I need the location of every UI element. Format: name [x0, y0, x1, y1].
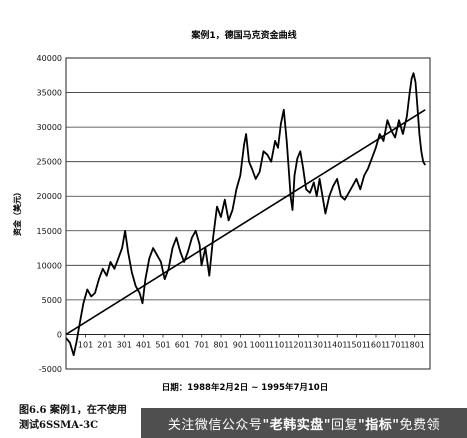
x-tick-label: 901 — [233, 340, 248, 349]
x-axis-label: 日期：1988年2月2日 ~ 1995年7月10日 — [162, 382, 328, 393]
x-tick-label: 1501 — [346, 340, 366, 349]
x-tick-label: 201 — [97, 340, 112, 349]
x-tick-label: 701 — [194, 340, 209, 349]
x-tick-label: 1301 — [308, 340, 328, 349]
y-axis-label: 资金（美元） — [12, 188, 22, 236]
equity-curve-line — [65, 72, 426, 357]
y-tick-label: 25000 — [37, 158, 62, 167]
x-tick-labels: 101 201 301 401 501 601 701 801 901 1001 1101 1201 1… — [78, 334, 425, 349]
y-tick-label: 5000 — [42, 296, 62, 305]
trend-line — [65, 109, 426, 336]
watermark-text-3: 免费领 — [399, 417, 441, 433]
x-tick-label: 1701 — [385, 340, 405, 349]
y-tick-label: -5000 — [39, 365, 62, 374]
x-tick-label: 1801 — [405, 340, 425, 349]
x-tick-label: 1601 — [366, 340, 386, 349]
figure-caption: 图6.6 案例1，在不使用 测试6SSMA-3C — [19, 403, 127, 433]
y-tick-label: 0 — [57, 330, 62, 339]
y-tick-label: 10000 — [37, 261, 62, 270]
x-tick-label: 301 — [117, 340, 132, 349]
watermark-banner: 关注微信公众号 "老韩实盘" 回复 "指标" 免费领 — [141, 408, 467, 438]
x-tick-label: 501 — [155, 340, 170, 349]
y-tick-labels: -5000 0 5000 10000 15000 20000 25000 30000 35000… — [37, 54, 62, 374]
y-tick-label: 35000 — [37, 89, 62, 98]
y-tick-label: 20000 — [37, 192, 62, 201]
caption-line-1: 图6.6 案例1，在不使用 — [19, 405, 127, 416]
x-tick-label: 601 — [175, 340, 190, 349]
x-tick-label: 801 — [213, 340, 228, 349]
plot-frame — [65, 57, 431, 370]
watermark-highlight-1: "老韩实盘" — [262, 417, 331, 433]
x-tick-label: 401 — [136, 340, 151, 349]
grid-lines — [66, 92, 430, 335]
x-tick-label: 1001 — [250, 340, 270, 349]
caption-line-2: 测试6SSMA-3C — [19, 420, 99, 431]
chart-title: 案例1，德国马克资金曲线 — [190, 29, 296, 41]
watermark-highlight-2: "指标" — [358, 417, 400, 433]
y-tick-label: 15000 — [37, 227, 62, 236]
x-tick-label: 101 — [78, 340, 93, 349]
y-tick-label: 40000 — [37, 54, 62, 63]
series-group — [65, 72, 426, 357]
y-tick-label: 30000 — [37, 123, 62, 132]
watermark-text-1: 关注微信公众号 — [167, 417, 263, 433]
watermark-text-2: 回复 — [330, 417, 358, 433]
x-tick-label: 1401 — [327, 340, 347, 349]
x-tick-label: 1201 — [288, 340, 308, 349]
x-tick-label: 1101 — [269, 340, 289, 349]
